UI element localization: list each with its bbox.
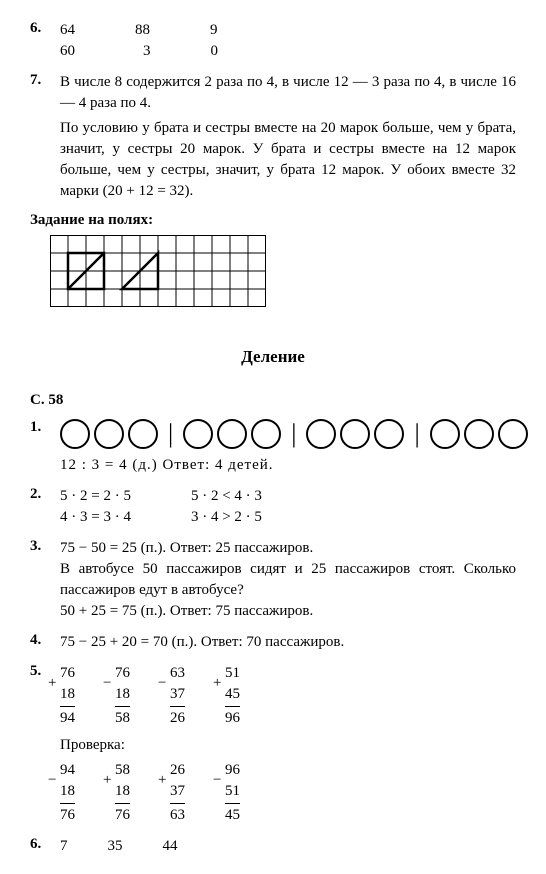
- circles-row: | | |: [60, 419, 528, 449]
- problem-content: 5 · 2 = 2 · 5 5 · 2 < 4 · 3 4 · 3 = 3 · …: [60, 486, 516, 528]
- text-line: 75 − 50 = 25 (п.). Ответ: 25 пассажиров.: [60, 538, 516, 559]
- circle-icon: [183, 419, 213, 449]
- problem-5: 5. +761894−761858−633726+514596 Проверка…: [30, 663, 516, 826]
- problem-number: 6.: [30, 20, 60, 62]
- problem-content: В числе 8 содержится 2 раза по 4, в числ…: [60, 72, 516, 202]
- vertical-calculation: −633726: [170, 663, 185, 729]
- value: 88: [135, 20, 150, 41]
- checks-row: −941876 +581876 +263763 −965145: [60, 760, 516, 826]
- vertical-calculation: +263763: [170, 760, 185, 826]
- problem-1: 1. ||| 12 : 3 = 4 (д.) Ответ: 4 детей.: [30, 419, 516, 476]
- value: 0: [211, 41, 219, 62]
- circle-icon: [128, 419, 158, 449]
- value: 64: [60, 20, 75, 41]
- problem-4: 4. 75 − 25 + 20 = 70 (п.). Ответ: 70 пас…: [30, 632, 516, 653]
- equation: 5 · 2 < 4 · 3: [191, 486, 262, 507]
- vertical-calculation: +761894: [60, 663, 75, 729]
- text-line: 75 − 25 + 20 = 70 (п.). Ответ: 70 пассаж…: [60, 632, 516, 653]
- equation: 5 · 2 = 2 · 5: [60, 486, 131, 507]
- value: 3: [143, 41, 151, 62]
- problem-6-top: 6. 64 88 9 60 3 0: [30, 20, 516, 62]
- grid-figure: [50, 235, 516, 312]
- value: 35: [108, 836, 123, 857]
- problem-number: 6.: [30, 836, 60, 857]
- vertical-calculation: +581876: [115, 760, 130, 826]
- circle-icon: [217, 419, 247, 449]
- circle-icon: [306, 419, 336, 449]
- value: 44: [163, 836, 178, 857]
- problem-6-bottom: 6. 7 35 44: [30, 836, 516, 857]
- circle-icon: [94, 419, 124, 449]
- vertical-calculation: +514596: [225, 663, 240, 729]
- problem-content: | | | 12 : 3 = 4 (д.) Ответ: 4 детей.: [60, 419, 528, 476]
- equation: 3 · 4 > 2 · 5: [191, 507, 262, 528]
- number-row: 60 3 0: [60, 41, 516, 62]
- circle-icon: [340, 419, 370, 449]
- margin-task-title: Задание на полях:: [30, 212, 516, 229]
- problem-number: 1.: [30, 419, 60, 476]
- separator: |: [168, 421, 173, 447]
- circle-icon: [60, 419, 90, 449]
- separator: |: [414, 421, 419, 447]
- answer-text: 12 : 3 = 4 (д.) Ответ: 4 детей.: [60, 455, 528, 476]
- circle-icon: [498, 419, 528, 449]
- vertical-calculation: −761858: [115, 663, 130, 729]
- value: 7: [60, 836, 68, 857]
- problem-number: 4.: [30, 632, 60, 653]
- circle-icon: [251, 419, 281, 449]
- check-label: Проверка:: [60, 735, 516, 756]
- value: 60: [60, 41, 75, 62]
- separator: |: [291, 421, 296, 447]
- problem-3: 3. 75 − 50 = 25 (п.). Ответ: 25 пассажир…: [30, 538, 516, 622]
- chapter-title: Деление: [30, 347, 516, 367]
- vertical-calculation: −941876: [60, 760, 75, 826]
- problem-7: 7. В числе 8 содержится 2 раза по 4, в ч…: [30, 72, 516, 202]
- equation-row: 4 · 3 = 3 · 4 3 · 4 > 2 · 5: [60, 507, 516, 528]
- number-row: 7 35 44: [60, 836, 516, 857]
- text-line: В автобусе 50 пассажиров сидят и 25 пасс…: [60, 559, 516, 601]
- grid-svg: [50, 235, 266, 307]
- circle-icon: [430, 419, 460, 449]
- calculations-row: +761894 −761858 −633726 +514596: [60, 663, 516, 729]
- circle-icon: [464, 419, 494, 449]
- vertical-calculation: −965145: [225, 760, 240, 826]
- text-line: В числе 8 содержится 2 раза по 4, в числ…: [60, 72, 516, 114]
- text-line: По условию у брата и сестры вместе на 20…: [60, 118, 516, 202]
- problem-2: 2. 5 · 2 = 2 · 5 5 · 2 < 4 · 3 4 · 3 = 3…: [30, 486, 516, 528]
- page-reference: С. 58: [30, 392, 516, 409]
- equation: 4 · 3 = 3 · 4: [60, 507, 131, 528]
- problem-content: 75 − 25 + 20 = 70 (п.). Ответ: 70 пассаж…: [60, 632, 516, 653]
- value: 9: [210, 20, 218, 41]
- problem-number: 7.: [30, 72, 60, 202]
- problem-number: 3.: [30, 538, 60, 622]
- problem-content: +761894 −761858 −633726 +514596 Проверка: −…: [60, 663, 516, 826]
- problem-content: 7 35 44: [60, 836, 516, 857]
- number-row: 64 88 9: [60, 20, 516, 41]
- problem-number: 2.: [30, 486, 60, 528]
- equation-row: 5 · 2 = 2 · 5 5 · 2 < 4 · 3: [60, 486, 516, 507]
- circle-icon: [374, 419, 404, 449]
- problem-content: 75 − 50 = 25 (п.). Ответ: 25 пассажиров.…: [60, 538, 516, 622]
- text-line: 50 + 25 = 75 (п.). Ответ: 75 пассажиров.: [60, 601, 516, 622]
- problem-content: 64 88 9 60 3 0: [60, 20, 516, 62]
